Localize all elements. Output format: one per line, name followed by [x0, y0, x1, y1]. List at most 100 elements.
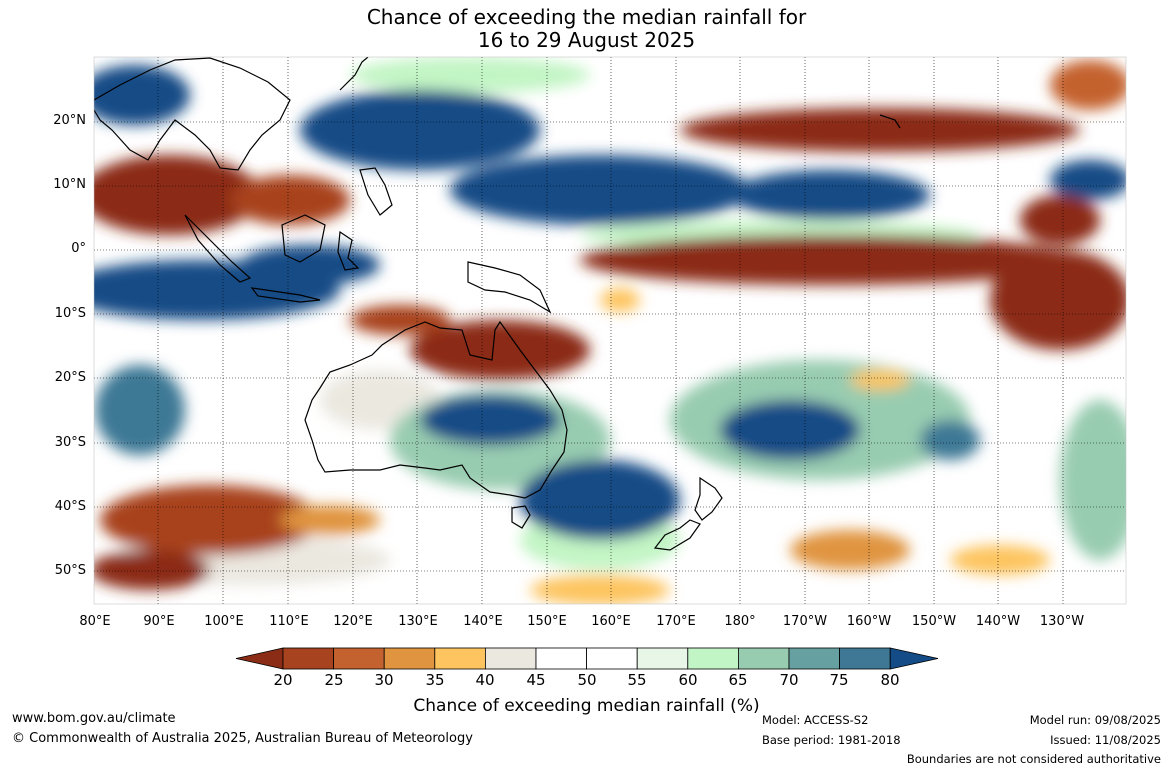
colorbar-tick: 40 — [475, 671, 495, 689]
philippines-coastline — [359, 167, 393, 216]
colorbar-bin — [282, 647, 334, 670]
colorbar-bin — [535, 647, 587, 670]
blob — [1060, 400, 1126, 560]
lat-label: 0° — [71, 241, 86, 256]
java-coastline — [250, 287, 321, 303]
lon-label: 80°E — [79, 614, 111, 629]
lat-label: 20°S — [54, 370, 86, 385]
boundaries-disclaimer: Boundaries are not considered authoritat… — [906, 752, 1161, 766]
blob — [730, 170, 930, 220]
colorbar-bin — [586, 647, 638, 670]
new-zealand-north — [694, 476, 723, 521]
colorbar-bin — [788, 647, 840, 670]
colorbar-tick: 70 — [779, 671, 799, 689]
lat-label: 50°S — [54, 563, 86, 578]
blob — [1050, 160, 1126, 200]
colorbar-bin — [738, 647, 790, 670]
colorbar-tick: 30 — [374, 671, 394, 689]
blob — [990, 250, 1126, 350]
sulawesi-coastline — [337, 230, 360, 271]
japan-coastline — [339, 57, 369, 91]
blob — [94, 550, 210, 590]
mainland-asia-coastline — [94, 57, 291, 171]
lon-label: 130°E — [398, 614, 438, 629]
lon-label: 130°W — [1039, 614, 1085, 629]
blob — [300, 90, 540, 170]
lon-label: 150°E — [527, 614, 567, 629]
probability-blobs — [94, 57, 1126, 604]
lat-label: 30°S — [54, 435, 86, 450]
blob — [94, 65, 190, 125]
colorbar — [235, 647, 939, 670]
blob — [350, 305, 450, 335]
lon-label: 140°W — [975, 614, 1021, 629]
colorbar-bin — [383, 647, 436, 670]
colorbar-tick: 45 — [526, 671, 546, 689]
blob — [950, 545, 1050, 575]
blob — [450, 155, 750, 225]
map-title-line-1: Chance of exceeding the median rainfall … — [366, 5, 807, 29]
website-link[interactable]: www.bom.gov.au/climate — [12, 711, 176, 726]
map-title-line-2: 16 to 29 August 2025 — [477, 28, 696, 52]
lon-label: 120°E — [333, 614, 373, 629]
lon-label: 150°W — [911, 614, 957, 629]
colorbar-extend-high — [889, 647, 939, 670]
lat-label: 40°S — [54, 499, 86, 514]
blob — [94, 155, 260, 235]
lat-label: 20°N — [53, 113, 86, 128]
colorbar-tick: 65 — [728, 671, 748, 689]
lon-label: 160°W — [846, 614, 892, 629]
blob — [280, 505, 380, 535]
lat-label: 10°S — [54, 306, 86, 321]
blob — [1020, 195, 1100, 245]
australia-coastline — [304, 320, 568, 499]
blob — [420, 395, 560, 445]
issued-date: Issued: 11/08/2025 — [1050, 733, 1161, 747]
colorbar-tick: 75 — [829, 671, 849, 689]
colorbar-bin — [839, 647, 891, 670]
blob — [410, 320, 590, 380]
colorbar-bin — [484, 647, 537, 670]
blob — [95, 365, 185, 455]
hawaii-coastline — [879, 114, 901, 129]
colorbar-extend-low — [235, 647, 284, 670]
probability-field — [94, 57, 1126, 604]
blob — [920, 420, 980, 460]
lon-label: 170°W — [782, 614, 828, 629]
tasmania-coastline — [511, 505, 531, 529]
colorbar-tick: 50 — [577, 671, 597, 689]
blob — [600, 288, 640, 312]
blob — [1050, 60, 1126, 110]
lat-label: 10°N — [53, 177, 86, 192]
lon-label: 110°E — [269, 614, 309, 629]
colorbar-tick: 20 — [273, 671, 293, 689]
lon-label: 90°E — [143, 614, 175, 629]
blob — [580, 235, 1080, 285]
new-guinea-coastline — [467, 261, 552, 314]
lon-label: 160°E — [591, 614, 631, 629]
copyright-text: © Commonwealth of Australia 2025, Austra… — [12, 731, 473, 746]
blob — [230, 175, 350, 225]
blob — [520, 460, 680, 540]
base-period: Base period: 1981-2018 — [762, 733, 901, 747]
lon-label: 140°E — [463, 614, 503, 629]
lon-label: 170°E — [656, 614, 696, 629]
blob — [100, 485, 320, 555]
blob — [790, 530, 910, 570]
colorbar-tick: 35 — [425, 671, 445, 689]
blob — [720, 400, 860, 460]
colorbar-bin — [333, 647, 385, 670]
new-zealand-south — [653, 519, 701, 551]
sumatra-coastline — [184, 214, 252, 283]
model-run-date: Model run: 09/08/2025 — [1029, 713, 1161, 727]
lon-label: 180° — [724, 614, 756, 629]
graticule — [94, 57, 1126, 604]
blob — [350, 57, 590, 93]
blob — [530, 575, 670, 604]
colorbar-tick: 55 — [627, 671, 647, 689]
blob — [240, 245, 380, 285]
colorbar-tick: 25 — [324, 671, 344, 689]
blob — [850, 370, 910, 390]
colorbar-bin — [434, 647, 486, 670]
